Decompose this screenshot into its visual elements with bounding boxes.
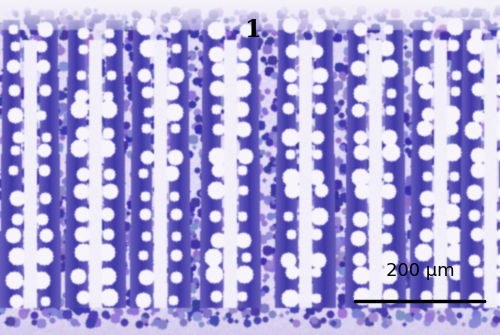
Text: 200 μm: 200 μm xyxy=(386,262,454,280)
Text: 1: 1 xyxy=(244,18,261,43)
